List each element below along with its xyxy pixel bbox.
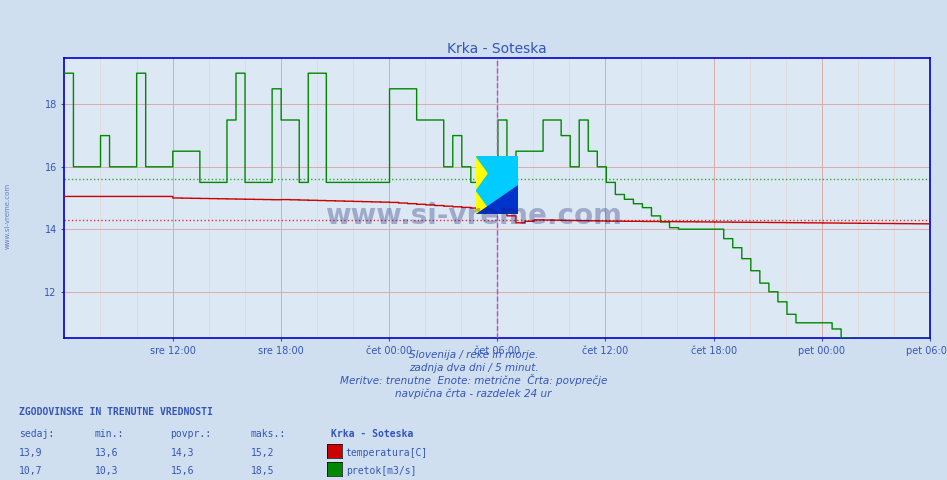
Polygon shape (476, 156, 518, 214)
Text: 13,9: 13,9 (19, 448, 43, 458)
Polygon shape (476, 185, 518, 214)
Text: www.si-vreme.com: www.si-vreme.com (5, 183, 10, 249)
Text: Meritve: trenutne  Enote: metrične  Črta: povprečje: Meritve: trenutne Enote: metrične Črta: … (340, 374, 607, 386)
Text: 14,3: 14,3 (170, 448, 194, 458)
Text: Slovenija / reke in morje.: Slovenija / reke in morje. (409, 349, 538, 360)
Text: 13,6: 13,6 (95, 448, 118, 458)
Text: temperatura[C]: temperatura[C] (346, 448, 428, 458)
Title: Krka - Soteska: Krka - Soteska (447, 42, 547, 57)
Text: pretok[m3/s]: pretok[m3/s] (346, 466, 416, 476)
Text: maks.:: maks.: (251, 429, 286, 439)
Text: zadnja dva dni / 5 minut.: zadnja dva dni / 5 minut. (409, 362, 538, 372)
Text: 10,7: 10,7 (19, 466, 43, 476)
Text: 18,5: 18,5 (251, 466, 275, 476)
Text: povpr.:: povpr.: (170, 429, 211, 439)
Text: Krka - Soteska: Krka - Soteska (331, 429, 414, 439)
Text: navpična črta - razdelek 24 ur: navpična črta - razdelek 24 ur (395, 388, 552, 399)
Text: min.:: min.: (95, 429, 124, 439)
Text: 15,6: 15,6 (170, 466, 194, 476)
Text: ZGODOVINSKE IN TRENUTNE VREDNOSTI: ZGODOVINSKE IN TRENUTNE VREDNOSTI (19, 407, 213, 417)
Text: www.si-vreme.com: www.si-vreme.com (325, 202, 622, 230)
Polygon shape (476, 156, 518, 214)
Polygon shape (476, 191, 518, 214)
Text: 10,3: 10,3 (95, 466, 118, 476)
Text: sedaj:: sedaj: (19, 429, 54, 439)
Text: 15,2: 15,2 (251, 448, 275, 458)
